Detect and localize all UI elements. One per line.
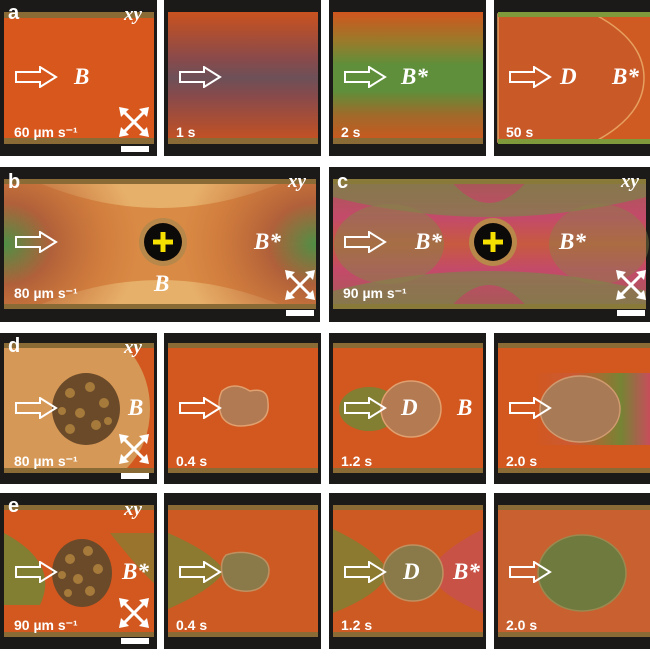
phase-label: B* xyxy=(122,559,149,584)
micrograph xyxy=(0,333,157,484)
speed-label: 80 µm s⁻¹ xyxy=(14,285,78,301)
scale-bar xyxy=(121,638,149,644)
panel-b: b xy B* B 80 µm s⁻¹ xyxy=(0,167,320,322)
orientation-label: xy xyxy=(621,171,639,192)
panel-a4: D B* 50 s xyxy=(494,0,650,156)
orientation-label: xy xyxy=(124,4,142,25)
micrograph xyxy=(0,167,320,322)
micrograph xyxy=(0,493,157,649)
particle-cross-icon xyxy=(483,232,503,252)
panel-d3: D B 1.2 s xyxy=(329,333,486,484)
micrograph xyxy=(494,0,650,156)
flow-arrow-icon xyxy=(15,397,58,419)
speed-label: 90 µm s⁻¹ xyxy=(14,617,78,633)
phase-label: B xyxy=(154,271,170,296)
scale-bar xyxy=(121,473,149,479)
panel-d1: d xy B 80 µm s⁻¹ xyxy=(0,333,157,484)
scale-bar xyxy=(286,310,314,316)
micrograph xyxy=(164,493,321,649)
phase-label: B* xyxy=(254,229,281,254)
micrograph xyxy=(329,493,486,649)
phase-label: B xyxy=(128,395,144,420)
scale-bar xyxy=(617,310,645,316)
orientation-label: xy xyxy=(124,499,142,520)
crossed-polarizers-icon xyxy=(119,598,149,628)
flow-arrow-icon xyxy=(15,66,58,88)
micrograph xyxy=(494,333,650,484)
flow-arrow-icon xyxy=(344,397,387,419)
orientation-label: xy xyxy=(124,337,142,358)
phase-label: B xyxy=(74,64,90,89)
time-label: 0.4 s xyxy=(176,617,208,633)
time-label: 0.4 s xyxy=(176,453,208,469)
crossed-polarizers-icon xyxy=(285,270,315,300)
micrograph xyxy=(164,0,321,156)
phase-label: B xyxy=(457,395,473,420)
panel-e4: 2.0 s xyxy=(494,493,650,649)
micrograph xyxy=(494,493,650,649)
phase-label: B* xyxy=(559,229,586,254)
flow-arrow-icon xyxy=(509,66,552,88)
phase-label: B* xyxy=(612,64,639,89)
panel-d4: 2.0 s xyxy=(494,333,650,484)
crossed-polarizers-icon xyxy=(616,270,646,300)
time-label: 1.2 s xyxy=(341,453,373,469)
panel-letter: a xyxy=(8,2,20,24)
panel-d2: 0.4 s xyxy=(164,333,321,484)
time-label: 1.2 s xyxy=(341,617,373,633)
panel-a3: B* 2 s xyxy=(329,0,486,156)
speed-label: 60 µm s⁻¹ xyxy=(14,124,78,140)
flow-arrow-icon xyxy=(344,561,387,583)
panel-e3: D B* 1.2 s xyxy=(329,493,486,649)
flow-arrow-icon xyxy=(509,561,552,583)
phase-label: D xyxy=(403,559,420,584)
flow-arrow-icon xyxy=(179,66,222,88)
time-label: 2.0 s xyxy=(506,617,538,633)
speed-label: 90 µm s⁻¹ xyxy=(343,285,407,301)
time-label: 2 s xyxy=(341,124,361,140)
orientation-label: xy xyxy=(288,171,306,192)
flow-arrow-icon xyxy=(179,397,222,419)
panel-a2: 1 s xyxy=(164,0,321,156)
micrograph xyxy=(0,0,157,156)
flow-arrow-icon xyxy=(344,66,387,88)
micrograph xyxy=(329,333,486,484)
crossed-polarizers-icon xyxy=(119,434,149,464)
flow-arrow-icon xyxy=(15,231,58,253)
time-label: 50 s xyxy=(506,124,534,140)
panel-letter: e xyxy=(8,495,20,517)
time-label: 1 s xyxy=(176,124,196,140)
particle-cross-icon xyxy=(153,232,173,252)
flow-arrow-icon xyxy=(509,397,552,419)
panel-letter: b xyxy=(8,171,21,193)
phase-label: D xyxy=(401,395,418,420)
panel-e2: 0.4 s xyxy=(164,493,321,649)
micrograph xyxy=(164,333,321,484)
time-label: 2.0 s xyxy=(506,453,538,469)
panel-letter: c xyxy=(337,171,349,193)
flow-arrow-icon xyxy=(179,561,222,583)
panel-c: c xy B* B* 90 µm s⁻¹ xyxy=(329,167,650,322)
phase-label: B* xyxy=(453,559,480,584)
panel-e1: e xy B* 90 µm s⁻¹ xyxy=(0,493,157,649)
panel-a1: a xy B 60 µm s⁻¹ xyxy=(0,0,157,156)
crossed-polarizers-icon xyxy=(119,107,149,137)
phase-label: D xyxy=(560,64,577,89)
speed-label: 80 µm s⁻¹ xyxy=(14,453,78,469)
phase-label: B* xyxy=(415,229,442,254)
flow-arrow-icon xyxy=(15,561,58,583)
panel-letter: d xyxy=(8,335,21,357)
phase-label: B* xyxy=(401,64,428,89)
scale-bar xyxy=(121,146,149,152)
micrograph xyxy=(329,0,486,156)
flow-arrow-icon xyxy=(344,231,387,253)
